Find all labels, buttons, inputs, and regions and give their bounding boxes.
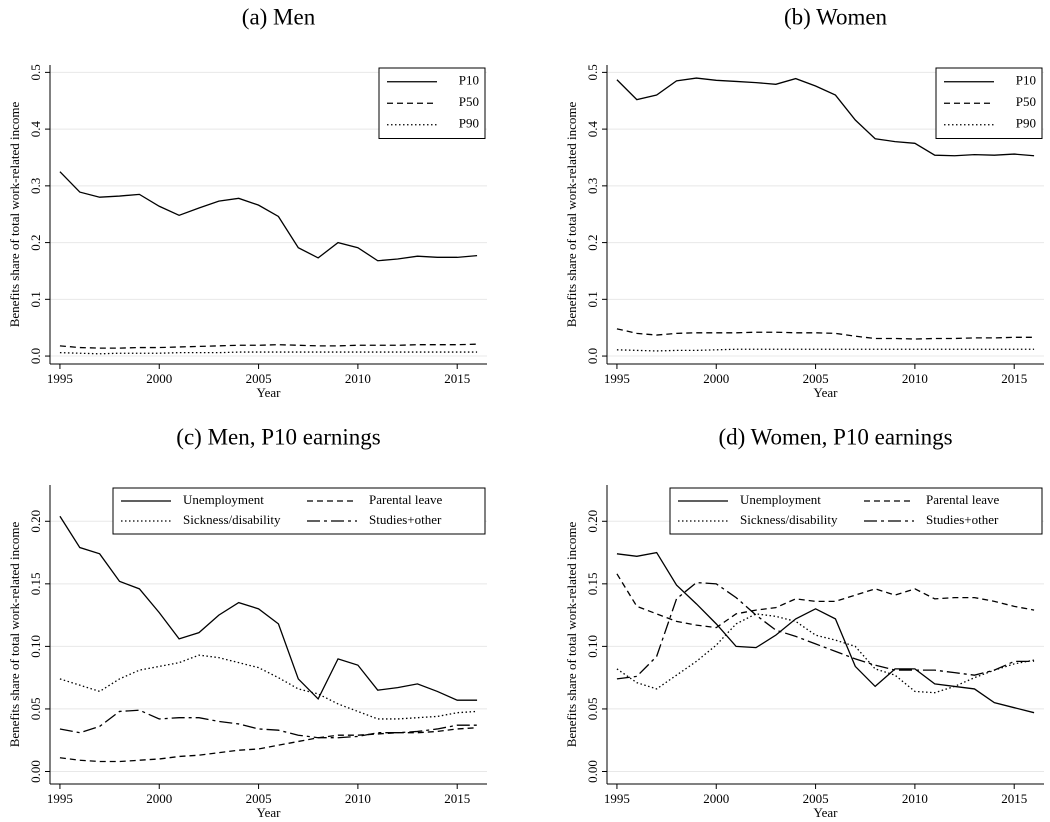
y-tick-label: 0.3	[28, 178, 43, 194]
y-tick-label: 0.20	[585, 510, 600, 533]
series-line	[59, 343, 478, 349]
x-tick-label: 2010	[902, 371, 928, 386]
y-tick-label: 0.10	[585, 635, 600, 658]
y-tick-label: 0.20	[28, 510, 43, 533]
series-line	[616, 613, 1035, 694]
y-axis-label: Benefits share of total work-related inc…	[7, 521, 22, 747]
legend-label: Parental leave	[926, 492, 999, 507]
panel-title: (d) Women, P10 earnings	[718, 424, 952, 449]
legend-label: Unemployment	[740, 492, 821, 507]
series-line	[59, 709, 478, 739]
series-line	[59, 727, 478, 763]
y-axis-label: Benefits share of total work-related inc…	[564, 101, 579, 327]
x-tick-label: 1995	[604, 371, 630, 386]
x-tick-label: 1995	[47, 791, 73, 806]
x-tick-label: 2005	[803, 791, 829, 806]
x-tick-label: 2010	[345, 791, 371, 806]
x-axis-label: Year	[814, 805, 839, 820]
legend-label: P50	[1016, 94, 1036, 109]
legend-label: Parental leave	[369, 492, 442, 507]
y-tick-label: 0.00	[28, 760, 43, 783]
y-tick-label: 0.4	[585, 120, 600, 137]
panel-title: (c) Men, P10 earnings	[176, 424, 380, 449]
x-tick-label: 2005	[246, 371, 272, 386]
y-tick-label: 0.0	[585, 348, 600, 364]
y-tick-label: 0.4	[28, 120, 43, 137]
series-line	[59, 351, 478, 355]
legend-label: P50	[459, 94, 479, 109]
x-tick-label: 2005	[246, 791, 272, 806]
series-line	[59, 515, 478, 701]
x-tick-label: 2015	[1001, 371, 1027, 386]
y-tick-label: 0.1	[28, 291, 43, 307]
y-tick-label: 0.15	[585, 572, 600, 595]
panel-title: (a) Men	[242, 4, 316, 29]
x-tick-label: 2000	[703, 791, 729, 806]
series-line	[616, 551, 1035, 714]
legend-label: Unemployment	[183, 492, 264, 507]
y-tick-label: 0.5	[28, 64, 43, 80]
x-tick-label: 2000	[703, 371, 729, 386]
y-tick-label: 0.1	[585, 291, 600, 307]
series-line	[616, 581, 1035, 680]
series-line	[616, 348, 1035, 352]
y-tick-label: 0.2	[28, 234, 43, 250]
y-tick-label: 0.05	[585, 698, 600, 721]
series-line	[616, 77, 1035, 157]
series-line	[616, 573, 1035, 629]
x-axis-label: Year	[257, 385, 282, 400]
series-line	[59, 654, 478, 720]
y-tick-label: 0.3	[585, 178, 600, 194]
legend-label: Sickness/disability	[740, 512, 838, 527]
x-tick-label: 2000	[146, 371, 172, 386]
legend-label: Sickness/disability	[183, 512, 281, 527]
panel: (c) Men, P10 earnings 0.00 0.05 0.10 0.15 0.2…	[7, 424, 487, 820]
panel: (d) Women, P10 earnings 0.00 0.05 0.10 0.15 0…	[564, 424, 1044, 820]
series-line	[616, 328, 1035, 340]
x-tick-label: 1995	[47, 371, 73, 386]
y-tick-label: 0.05	[28, 698, 43, 721]
legend-label: P90	[459, 116, 479, 131]
x-axis-label: Year	[257, 805, 282, 820]
y-axis-label: Benefits share of total work-related inc…	[564, 521, 579, 747]
x-tick-label: 2015	[444, 371, 470, 386]
x-tick-label: 2015	[1001, 791, 1027, 806]
series-line	[59, 171, 478, 262]
x-tick-label: 2015	[444, 791, 470, 806]
y-tick-label: 0.10	[28, 635, 43, 658]
legend-label: Studies+other	[926, 512, 999, 527]
y-tick-label: 0.2	[585, 234, 600, 250]
y-tick-label: 0.0	[28, 348, 43, 364]
y-tick-label: 0.00	[585, 760, 600, 783]
x-tick-label: 2005	[803, 371, 829, 386]
legend-box	[112, 487, 486, 535]
x-tick-label: 2000	[146, 791, 172, 806]
legend-label: Studies+other	[369, 512, 442, 527]
y-tick-label: 0.5	[585, 64, 600, 80]
y-tick-label: 0.15	[28, 572, 43, 595]
x-tick-label: 2010	[345, 371, 371, 386]
x-tick-label: 2010	[902, 791, 928, 806]
legend-label: P10	[1016, 73, 1036, 88]
x-axis-label: Year	[814, 385, 839, 400]
panel: (b) Women 0.0 0.1 0.2 0.3 0.4 0.5 1995 2000 2005 2…	[564, 4, 1044, 400]
legend-label: P10	[459, 73, 479, 88]
panel: (a) Men 0.0 0.1 0.2 0.3 0.4 0.5 1995 2000 2005 201…	[7, 4, 487, 400]
y-axis-label: Benefits share of total work-related inc…	[7, 101, 22, 327]
legend-label: P90	[1016, 116, 1036, 131]
panel-title: (b) Women	[784, 4, 888, 29]
legend-box	[669, 487, 1043, 535]
x-tick-label: 1995	[604, 791, 630, 806]
